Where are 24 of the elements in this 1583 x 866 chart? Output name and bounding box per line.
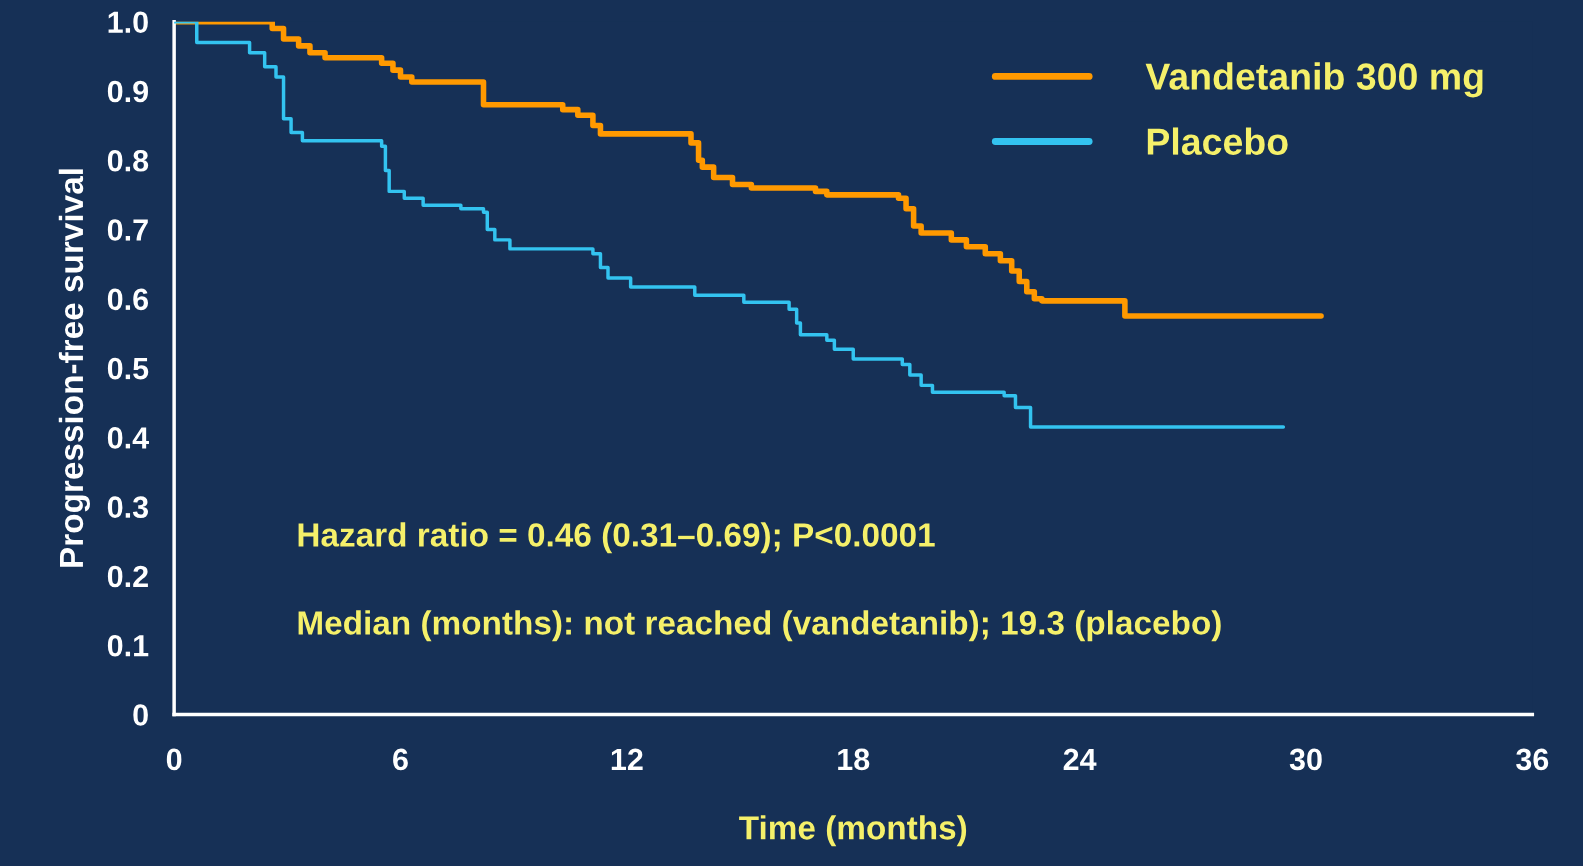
x-tick-label: 36 — [1516, 748, 1549, 771]
y-tick-label: 0.9 — [107, 80, 148, 103]
x-axis-title: Time (months) — [739, 815, 967, 847]
x-tick-label: 12 — [611, 748, 643, 770]
y-tick-label: 1.0 — [108, 11, 148, 34]
x-tick-label: 6 — [393, 748, 408, 771]
x-tick-label: 0 — [166, 748, 182, 771]
y-tick-label: 0.7 — [107, 219, 148, 241]
y-tick-label: 0.8 — [107, 149, 149, 172]
legend-label: Vandetanib 300 mg — [1145, 62, 1483, 98]
x-tick-label: 24 — [1063, 748, 1097, 770]
legend-label: Placebo — [1147, 127, 1288, 155]
y-tick-label: 0.1 — [107, 634, 149, 657]
annotation: Median (months): not reached (vandetanib); 19.3 (placebo) — [298, 610, 1221, 642]
annotation: Hazard ratio = 0.46 (0.31–0.69); P<0.0001 — [298, 522, 935, 554]
y-tick-label: 0.5 — [107, 357, 149, 380]
y-tick-label: 0.3 — [107, 496, 149, 519]
y-tick-label: 0.4 — [107, 427, 149, 449]
y-tick-label: 0.2 — [107, 565, 148, 588]
y-axis-title: Progression-free survival — [58, 169, 90, 567]
x-tick-label: 18 — [838, 748, 870, 771]
y-tick-label: 0.6 — [107, 288, 149, 311]
x-tick-label: 30 — [1289, 748, 1322, 771]
y-tick-label: 0 — [133, 704, 148, 726]
